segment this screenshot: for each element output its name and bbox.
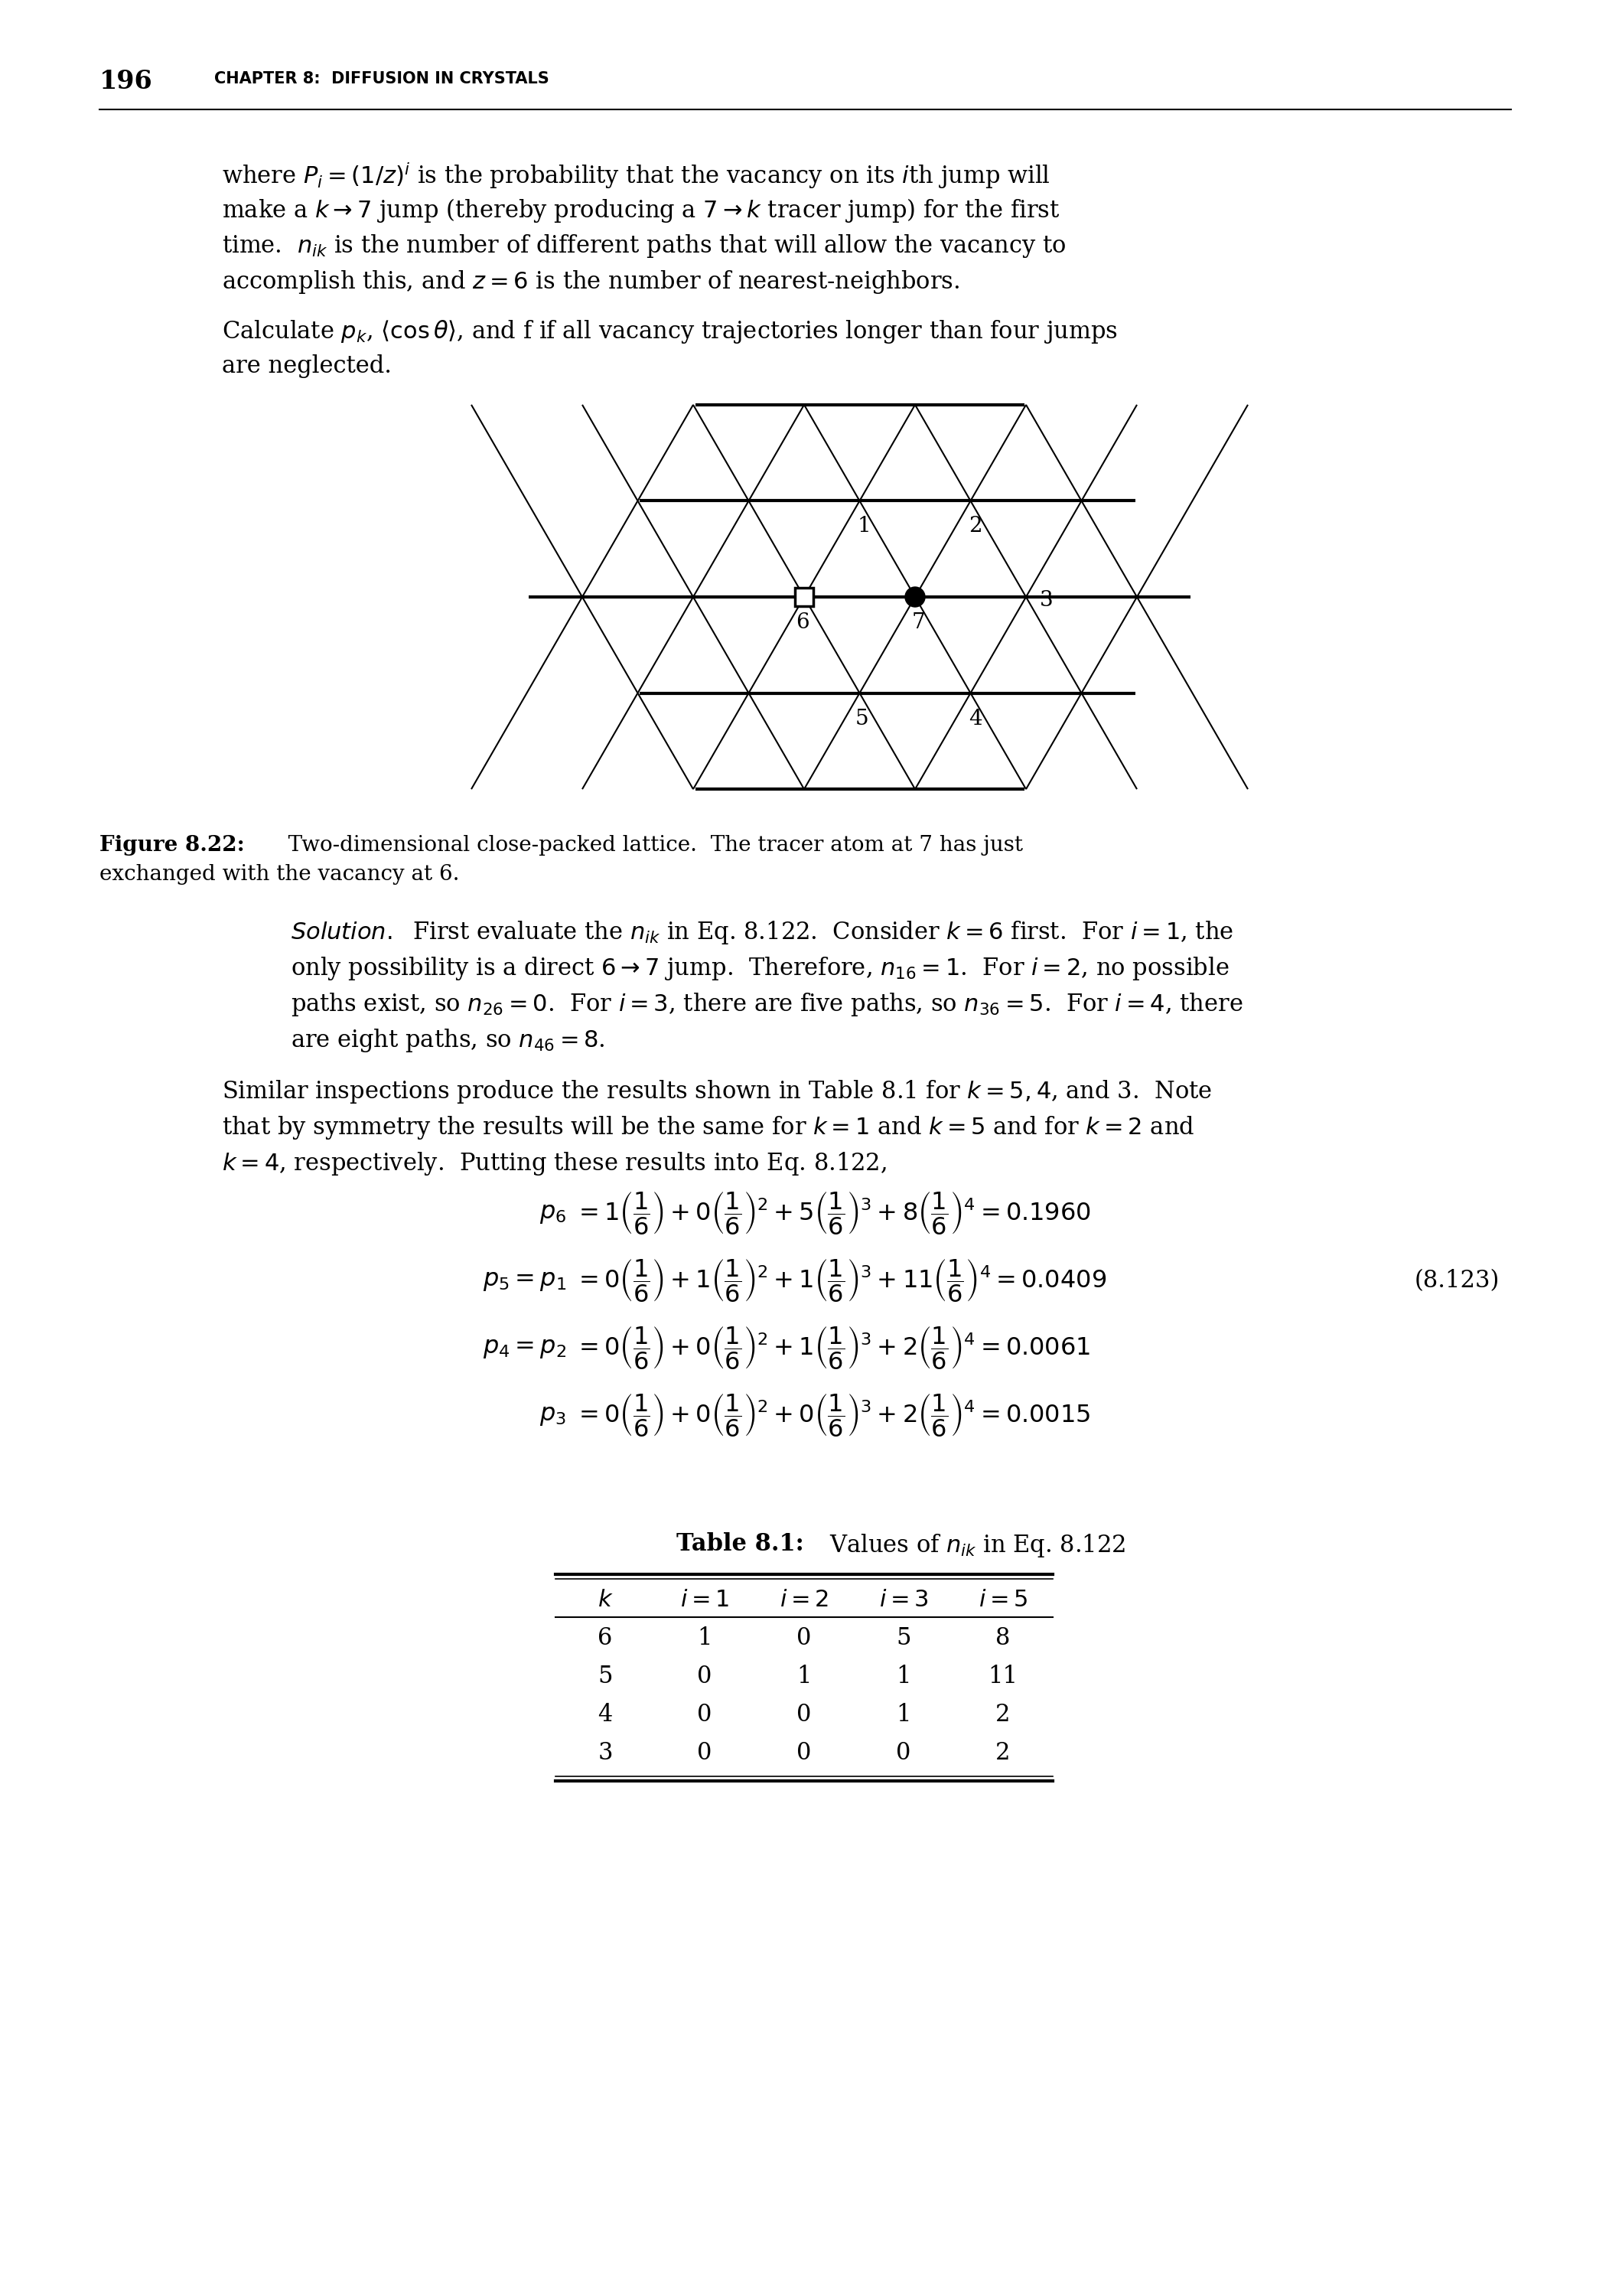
Text: CHAPTER 8:  DIFFUSION IN CRYSTALS: CHAPTER 8: DIFFUSION IN CRYSTALS [214, 71, 549, 87]
Text: 3: 3 [597, 1740, 613, 1766]
Text: 0: 0 [796, 1704, 811, 1727]
Text: 5: 5 [597, 1665, 613, 1688]
Text: paths exist, so $n_{26} = 0$.  For $i = 3$, there are five paths, so $n_{36} = 5: paths exist, so $n_{26} = 0$. For $i = 3… [291, 992, 1244, 1017]
Text: 1: 1 [858, 517, 870, 537]
Text: 3: 3 [1039, 590, 1054, 611]
Text: $k$: $k$ [597, 1589, 613, 1612]
Text: 4: 4 [969, 709, 981, 730]
Text: $i=1$: $i=1$ [681, 1589, 729, 1612]
Text: $p_3$: $p_3$ [539, 1403, 566, 1428]
Text: 6: 6 [599, 1626, 613, 1651]
Text: 4: 4 [599, 1704, 613, 1727]
Text: 6: 6 [796, 613, 809, 634]
Text: (8.123): (8.123) [1414, 1270, 1500, 1293]
Text: are eight paths, so $n_{46} = 8$.: are eight paths, so $n_{46} = 8$. [291, 1026, 605, 1054]
Text: make a $k \rightarrow 7$ jump (thereby producing a $7 \rightarrow k$ tracer jump: make a $k \rightarrow 7$ jump (thereby p… [222, 197, 1060, 225]
Text: time.  $n_{ik}$ is the number of different paths that will allow the vacancy to: time. $n_{ik}$ is the number of differen… [222, 232, 1067, 259]
Text: $= 1\left(\dfrac{1}{6}\right)+0\left(\dfrac{1}{6}\right)^2+5\left(\dfrac{1}{6}\r: $= 1\left(\dfrac{1}{6}\right)+0\left(\df… [574, 1189, 1091, 1235]
Text: 0: 0 [796, 1626, 811, 1651]
Text: 5: 5 [896, 1626, 911, 1651]
Text: 0: 0 [896, 1740, 911, 1766]
Text: $\mathit{Solution.}$  First evaluate the $n_{ik}$ in Eq. 8.122.  Consider $k = 6: $\mathit{Solution.}$ First evaluate the … [291, 918, 1234, 946]
Text: Two-dimensional close-packed lattice.  The tracer atom at 7 has just: Two-dimensional close-packed lattice. Th… [267, 836, 1023, 856]
Text: $i=5$: $i=5$ [978, 1589, 1028, 1612]
Circle shape [906, 588, 925, 606]
Text: exchanged with the vacancy at 6.: exchanged with the vacancy at 6. [100, 863, 460, 884]
Bar [795, 588, 813, 606]
Text: Table 8.1:: Table 8.1: [676, 1531, 804, 1557]
Text: 0: 0 [697, 1740, 713, 1766]
Text: $p_6$: $p_6$ [539, 1201, 566, 1226]
Text: $p_5=p_1$: $p_5=p_1$ [483, 1270, 566, 1293]
Text: 0: 0 [697, 1704, 713, 1727]
Text: 0: 0 [697, 1665, 713, 1688]
Text: $= 0\left(\dfrac{1}{6}\right)+1\left(\dfrac{1}{6}\right)^2+1\left(\dfrac{1}{6}\r: $= 0\left(\dfrac{1}{6}\right)+1\left(\df… [574, 1258, 1107, 1304]
Text: 2: 2 [996, 1740, 1010, 1766]
Text: 1: 1 [896, 1704, 911, 1727]
Text: Values of $n_{ik}$ in Eq. 8.122: Values of $n_{ik}$ in Eq. 8.122 [808, 1531, 1126, 1559]
Text: 2: 2 [996, 1704, 1010, 1727]
Text: 1: 1 [896, 1665, 911, 1688]
Text: $i=3$: $i=3$ [879, 1589, 928, 1612]
Text: 0: 0 [796, 1740, 811, 1766]
Text: 196: 196 [100, 69, 153, 94]
Text: accomplish this, and $z = 6$ is the number of nearest-neighbors.: accomplish this, and $z = 6$ is the numb… [222, 269, 959, 296]
Text: $= 0\left(\dfrac{1}{6}\right)+0\left(\dfrac{1}{6}\right)^2+1\left(\dfrac{1}{6}\r: $= 0\left(\dfrac{1}{6}\right)+0\left(\df… [574, 1325, 1091, 1371]
Text: 7: 7 [911, 613, 925, 634]
Text: 5: 5 [854, 709, 869, 730]
Text: 1: 1 [697, 1626, 713, 1651]
Text: are neglected.: are neglected. [222, 354, 391, 379]
Text: $i=2$: $i=2$ [779, 1589, 829, 1612]
Text: 8: 8 [996, 1626, 1010, 1651]
Text: 11: 11 [988, 1665, 1018, 1688]
Text: Figure 8.22:: Figure 8.22: [100, 836, 245, 856]
Text: that by symmetry the results will be the same for $k = 1$ and $k = 5$ and for $k: that by symmetry the results will be the… [222, 1114, 1194, 1141]
Text: 1: 1 [796, 1665, 811, 1688]
Text: $p_4=p_2$: $p_4=p_2$ [483, 1336, 566, 1359]
Text: $k = 4$, respectively.  Putting these results into Eq. 8.122,: $k = 4$, respectively. Putting these res… [222, 1150, 887, 1178]
Text: 2: 2 [969, 517, 981, 537]
Text: only possibility is a direct $6 \rightarrow 7$ jump.  Therefore, $n_{16} = 1$.  : only possibility is a direct $6 \rightar… [291, 955, 1229, 983]
Text: where $P_i = (1/z)^i$ is the probability that the vacancy on its $i$th jump will: where $P_i = (1/z)^i$ is the probability… [222, 161, 1051, 191]
Text: Similar inspections produce the results shown in Table 8.1 for $k = 5, 4$, and 3: Similar inspections produce the results … [222, 1079, 1212, 1104]
Text: Calculate $p_k$, $\langle\cos\theta\rangle$, and f if all vacancy trajectories l: Calculate $p_k$, $\langle\cos\theta\rang… [222, 319, 1118, 344]
Text: $= 0\left(\dfrac{1}{6}\right)+0\left(\dfrac{1}{6}\right)^2+0\left(\dfrac{1}{6}\r: $= 0\left(\dfrac{1}{6}\right)+0\left(\df… [574, 1391, 1091, 1437]
